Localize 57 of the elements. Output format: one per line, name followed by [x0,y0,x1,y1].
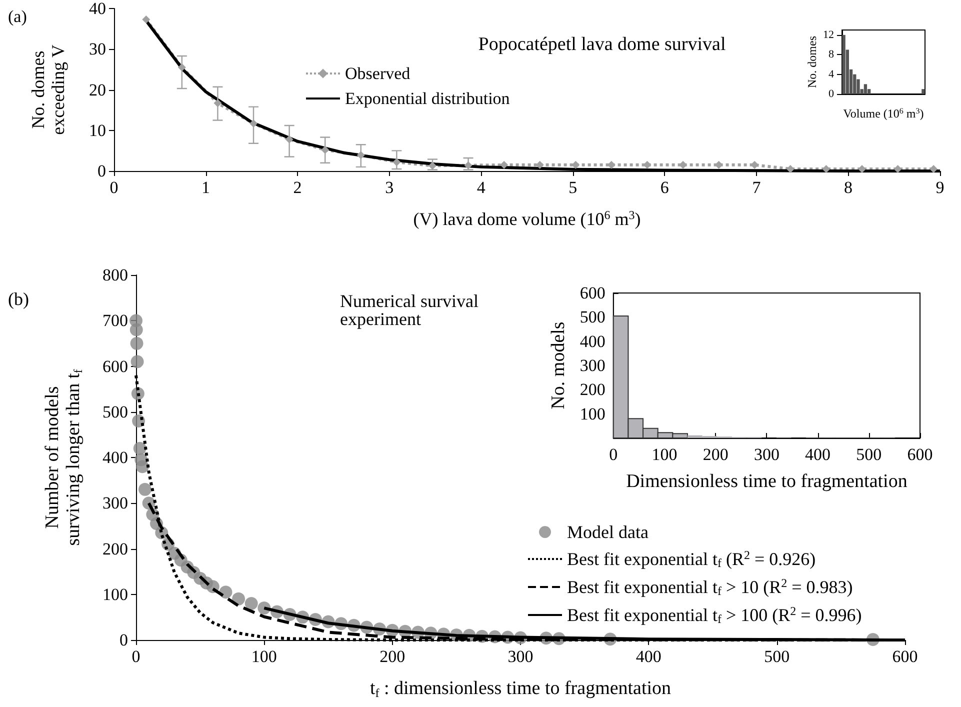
x-tick-label: 300 [754,445,780,464]
x-tick-label: 2 [293,178,302,197]
y-axis-title: No. domes exceeding V [28,44,68,135]
y-tick-label: 200 [102,539,128,558]
y-tick-label: 100 [102,584,128,604]
x-tick-label: 5 [568,178,578,197]
y-tick-label: 800 [102,266,128,284]
text: Popocatépetl lava dome survival [478,34,726,55]
x-tick-label: 1 [202,178,210,197]
y-tick-label: 100 [580,404,606,424]
y-tick-label: 8 [828,48,834,61]
y-axis-title: No. models [548,322,569,410]
text: (a) [8,7,27,26]
y-tick-label: 300 [580,356,606,375]
y-tick-label: 0 [120,630,128,650]
x-tick-label: 0 [132,647,140,666]
x-tick-label: 100 [652,445,678,464]
legend-label: Model data [567,522,648,542]
x-tick-label: 4 [476,178,486,197]
x-tick-label: 100 [251,647,277,666]
y-tick-label: 10 [89,120,106,140]
y-tick-label: 600 [580,284,606,302]
legend-label: Exponential distribution [345,89,510,108]
y-tick-label: 40 [89,0,106,18]
y-axis-title: No. domes [805,36,820,88]
y-tick-label: 300 [102,494,128,513]
y-axis-title: Number of models surviving longer than tf [42,369,85,546]
x-tick-label: 200 [702,445,728,464]
y-tick-label: 400 [580,332,606,351]
x-axis-title: Dimensionless time to fragmentation [626,471,908,492]
y-tick-label: 700 [102,311,128,330]
y-tick-label: 0 [98,162,106,180]
x-tick-label: 200 [380,647,406,666]
x-tick-label: 400 [636,647,662,666]
y-tick-label: 600 [102,356,128,376]
y-tick-label: 200 [580,380,606,400]
annotation: Numerical survival experiment [340,291,478,329]
y-tick-label: 30 [89,40,106,59]
x-tick-label: 300 [508,647,534,666]
y-tick-label: 12 [823,28,834,41]
x-tick-label: 500 [764,647,790,666]
x-tick-label: 6 [660,178,669,197]
x-tick-label: 3 [385,178,394,197]
y-tick-label: 500 [102,402,128,422]
x-tick-label: 600 [907,445,933,464]
x-tick-label: 500 [856,445,882,464]
x-tick-label: 9 [936,178,944,197]
text: (b) [8,289,29,309]
y-tick-label: 0 [828,88,834,100]
y-tick-label: 4 [828,68,834,80]
x-tick-label: 8 [844,178,852,197]
x-tick-label: 0 [609,445,618,464]
x-tick-label: 7 [752,178,762,197]
y-tick-label: 500 [580,308,606,327]
x-tick-label: 600 [892,647,918,666]
y-tick-label: 20 [89,80,106,100]
legend-label: Observed [345,64,411,83]
